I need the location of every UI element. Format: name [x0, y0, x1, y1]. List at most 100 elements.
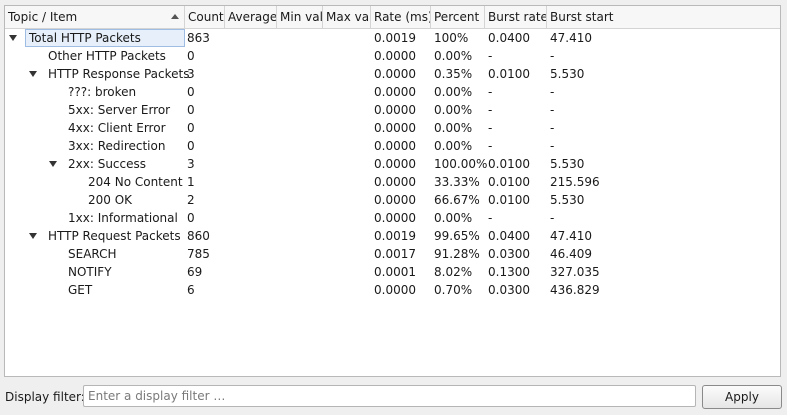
column-label: Min val — [280, 10, 323, 24]
column-min-val[interactable]: Min val — [277, 6, 323, 28]
expand-arrow-icon[interactable] — [49, 161, 57, 167]
cell-count: 0 — [187, 85, 195, 99]
tree-item-label: SEARCH — [68, 247, 117, 261]
tree-item-label: 3xx: Redirection — [68, 139, 166, 153]
cell-burst-rate: 0.0100 — [488, 193, 530, 207]
cell-burst-start: 5.530 — [550, 193, 585, 207]
tree-row[interactable]: Other HTTP Packets 0 0.0000 0.00% - - — [5, 47, 780, 65]
cell-burst-rate: 0.0100 — [488, 175, 530, 189]
expand-arrow-icon[interactable] — [9, 35, 17, 41]
tree-item-label: NOTIFY — [68, 265, 112, 279]
cell-count: 2 — [187, 193, 195, 207]
tree-row[interactable]: 200 OK 2 0.0000 66.67% 0.0100 5.530 — [5, 191, 780, 209]
cell-burst-rate: - — [488, 211, 493, 225]
expand-arrow-icon[interactable] — [29, 71, 37, 77]
cell-rate: 0.0000 — [374, 193, 416, 207]
cell-percent: 91.28% — [434, 247, 480, 261]
cell-burst-start: 46.409 — [550, 247, 592, 261]
tree-item-label: 4xx: Client Error — [68, 121, 166, 135]
tree-item-label: 2xx: Success — [68, 157, 146, 171]
cell-percent: 66.67% — [434, 193, 480, 207]
column-burst-rate[interactable]: Burst rate — [485, 6, 547, 28]
tree-row[interactable]: GET 6 0.0000 0.70% 0.0300 436.829 — [5, 281, 780, 299]
column-label: Percent — [434, 10, 480, 24]
cell-count: 860 — [187, 229, 210, 243]
column-topic[interactable]: Topic / Item — [5, 6, 185, 28]
cell-rate: 0.0000 — [374, 139, 416, 153]
cell-percent: 0.00% — [434, 211, 473, 225]
cell-percent: 0.35% — [434, 67, 473, 81]
filter-bar: Display filter: Apply — [0, 383, 787, 411]
cell-burst-rate: - — [488, 139, 493, 153]
cell-burst-start: 5.530 — [550, 157, 585, 171]
tree-item-label: Total HTTP Packets — [25, 29, 185, 47]
cell-count: 0 — [187, 139, 195, 153]
column-max-val[interactable]: Max val — [323, 6, 371, 28]
display-filter-input[interactable] — [83, 385, 696, 407]
cell-rate: 0.0000 — [374, 175, 416, 189]
cell-count: 3 — [187, 67, 195, 81]
cell-burst-rate: 0.0400 — [488, 229, 530, 243]
cell-burst-start: 215.596 — [550, 175, 600, 189]
tree-row[interactable]: 3xx: Redirection 0 0.0000 0.00% - - — [5, 137, 780, 155]
tree-row[interactable]: NOTIFY 69 0.0001 8.02% 0.1300 327.035 — [5, 263, 780, 281]
tree-item-label: 200 OK — [88, 193, 133, 207]
cell-burst-start: 47.410 — [550, 31, 592, 45]
sort-ascending-icon — [171, 14, 179, 19]
column-label: Burst start — [550, 10, 614, 24]
cell-percent: 100.00% — [434, 157, 488, 171]
cell-burst-start: 327.035 — [550, 265, 600, 279]
column-label: Burst rate — [488, 10, 547, 24]
column-burst-start[interactable]: Burst start — [547, 6, 780, 28]
cell-rate: 0.0001 — [374, 265, 416, 279]
cell-percent: 0.00% — [434, 103, 473, 117]
cell-rate: 0.0000 — [374, 49, 416, 63]
cell-percent: 8.02% — [434, 265, 473, 279]
tree-row[interactable]: SEARCH 785 0.0017 91.28% 0.0300 46.409 — [5, 245, 780, 263]
cell-burst-rate: - — [488, 121, 493, 135]
cell-burst-start: - — [550, 139, 555, 153]
cell-rate: 0.0000 — [374, 121, 416, 135]
tree-row[interactable]: 4xx: Client Error 0 0.0000 0.00% - - — [5, 119, 780, 137]
cell-burst-rate: 0.0300 — [488, 247, 530, 261]
cell-count: 863 — [187, 31, 210, 45]
tree-item-label: 1xx: Informational — [68, 211, 178, 225]
stats-tree[interactable]: Topic / Item Count Average Min val Max v… — [4, 5, 781, 377]
tree-row[interactable]: 5xx: Server Error 0 0.0000 0.00% - - — [5, 101, 780, 119]
cell-percent: 33.33% — [434, 175, 480, 189]
tree-row[interactable]: Total HTTP Packets 863 0.0019 100% 0.0400 47.… — [5, 29, 780, 47]
tree-row[interactable]: 1xx: Informational 0 0.0000 0.00% - - — [5, 209, 780, 227]
column-header: Topic / Item Count Average Min val Max v… — [5, 6, 780, 29]
apply-button[interactable]: Apply — [702, 385, 782, 409]
cell-count: 0 — [187, 121, 195, 135]
tree-item-label: 204 No Content — [88, 175, 183, 189]
cell-count: 3 — [187, 157, 195, 171]
cell-count: 1 — [187, 175, 195, 189]
cell-burst-start: 5.530 — [550, 67, 585, 81]
tree-row[interactable]: HTTP Response Packets 3 0.0000 0.35% 0.0100 5… — [5, 65, 780, 83]
cell-percent: 0.00% — [434, 49, 473, 63]
tree-row[interactable]: 204 No Content 1 0.0000 33.33% 0.0100 215.596 — [5, 173, 780, 191]
tree-row[interactable]: 2xx: Success 3 0.0000 100.00% 0.0100 5.530 — [5, 155, 780, 173]
cell-count: 0 — [187, 103, 195, 117]
tree-row[interactable]: HTTP Request Packets 860 0.0019 99.65% 0.040… — [5, 227, 780, 245]
cell-rate: 0.0017 — [374, 247, 416, 261]
column-count[interactable]: Count — [185, 6, 225, 28]
expand-arrow-icon[interactable] — [29, 233, 37, 239]
column-rate[interactable]: Rate (ms) — [371, 6, 431, 28]
cell-burst-rate: 0.0300 — [488, 283, 530, 297]
cell-burst-rate: 0.1300 — [488, 265, 530, 279]
cell-rate: 0.0000 — [374, 103, 416, 117]
cell-burst-rate: - — [488, 103, 493, 117]
cell-rate: 0.0000 — [374, 67, 416, 81]
column-percent[interactable]: Percent — [431, 6, 485, 28]
cell-count: 69 — [187, 265, 203, 279]
cell-percent: 0.00% — [434, 139, 473, 153]
column-label: Topic / Item — [8, 10, 78, 24]
cell-burst-rate: 0.0400 — [488, 31, 530, 45]
column-average[interactable]: Average — [225, 6, 277, 28]
cell-burst-start: - — [550, 49, 555, 63]
cell-rate: 0.0000 — [374, 157, 416, 171]
cell-rate: 0.0000 — [374, 283, 416, 297]
tree-row[interactable]: ???: broken 0 0.0000 0.00% - - — [5, 83, 780, 101]
